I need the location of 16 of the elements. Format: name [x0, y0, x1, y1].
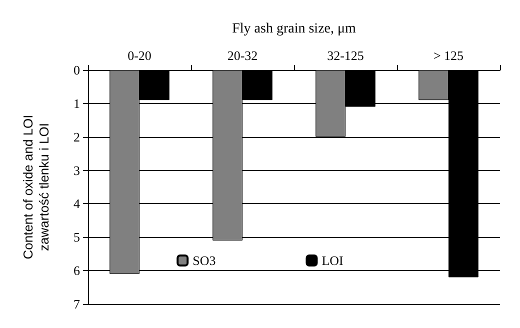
y-tick-label: 3 — [74, 162, 80, 178]
y-tick-label: 0 — [74, 62, 80, 78]
legend-label: LOI — [322, 253, 344, 268]
y-axis-title: Content of oxide and LOI zawartość tlenku i LOI — [20, 114, 52, 260]
x-tick-label: 20-32 — [227, 48, 258, 63]
x-axis-title: Fly ash grain size, μm — [232, 22, 356, 36]
x-tick-label: 0-20 — [128, 48, 152, 63]
y-tick-label: 5 — [74, 230, 80, 245]
y-tick-label: 2 — [74, 129, 80, 144]
y-tick-label: 1 — [74, 96, 80, 111]
x-tick-label: 32-125 — [327, 48, 364, 63]
y-tick-label: 4 — [74, 196, 80, 212]
y-tick-label: 7 — [74, 296, 80, 312]
x-tick-label: > 125 — [433, 48, 464, 63]
y-tick-label: 6 — [74, 263, 80, 278]
legend-label: SO3 — [192, 253, 216, 268]
